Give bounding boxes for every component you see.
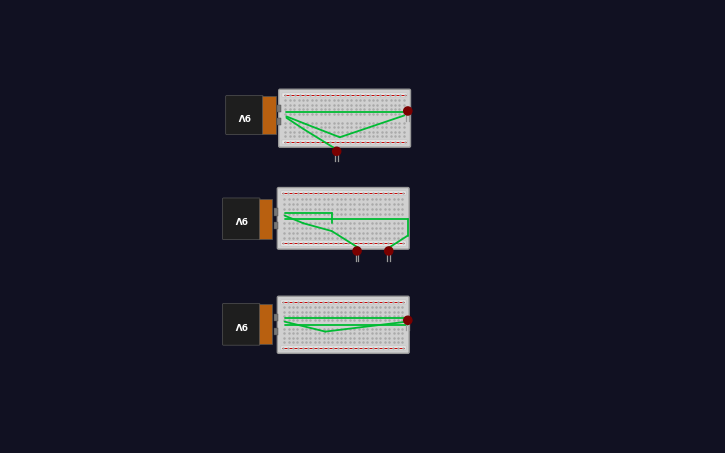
Bar <box>282 140 407 144</box>
Bar <box>281 191 405 195</box>
Text: 9V: 9V <box>234 320 248 329</box>
Circle shape <box>404 316 412 324</box>
Circle shape <box>333 147 341 155</box>
FancyBboxPatch shape <box>278 89 410 147</box>
FancyBboxPatch shape <box>225 96 263 135</box>
Bar <box>278 118 281 125</box>
Text: 9V: 9V <box>238 111 251 120</box>
Circle shape <box>353 247 361 255</box>
Bar <box>274 328 278 335</box>
Bar <box>274 222 278 229</box>
Bar <box>259 304 273 344</box>
FancyBboxPatch shape <box>223 198 260 240</box>
Bar <box>281 300 405 304</box>
Bar <box>274 314 278 321</box>
FancyBboxPatch shape <box>278 296 409 353</box>
Bar <box>274 208 278 216</box>
Circle shape <box>385 247 393 255</box>
Bar <box>278 106 281 112</box>
FancyBboxPatch shape <box>278 188 409 249</box>
FancyBboxPatch shape <box>223 304 260 345</box>
Text: 9V: 9V <box>234 214 248 223</box>
Bar <box>281 241 405 246</box>
Bar <box>282 93 407 97</box>
Circle shape <box>404 107 412 115</box>
Bar <box>259 199 273 239</box>
Bar <box>262 96 276 134</box>
Bar <box>281 346 405 350</box>
